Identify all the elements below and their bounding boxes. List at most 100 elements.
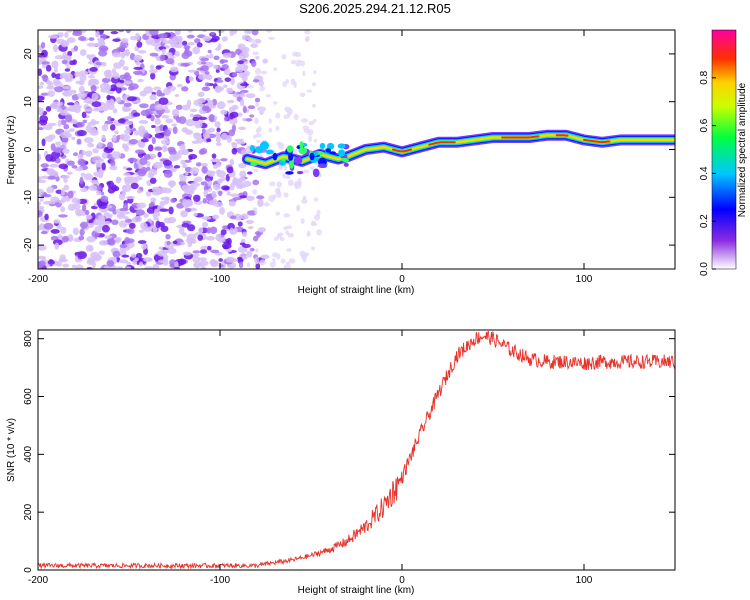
noise-speck <box>38 211 42 216</box>
noise-speck <box>157 250 167 257</box>
noise-speck <box>38 225 43 231</box>
noise-speck <box>208 127 216 133</box>
noise-speck <box>72 227 79 236</box>
noise-speck <box>89 66 98 72</box>
noise-speck <box>149 64 155 70</box>
noise-speck <box>159 54 166 62</box>
noise-speck <box>199 260 209 267</box>
noise-speck <box>78 235 85 241</box>
noise-speck <box>130 253 137 258</box>
noise-speck <box>97 37 105 42</box>
noise-speck <box>154 208 159 215</box>
noise-speck <box>61 139 69 143</box>
noise-speck <box>166 52 173 57</box>
noise-speck <box>240 83 250 87</box>
noise-speck <box>77 153 84 161</box>
frequency-ridge <box>241 129 675 178</box>
noise-speck <box>259 85 266 92</box>
noise-speck <box>209 53 214 59</box>
noise-speck <box>304 252 310 257</box>
noise-speck <box>217 43 222 50</box>
noise-speck <box>168 154 179 162</box>
noise-speck <box>160 196 171 201</box>
noise-speck <box>226 87 234 94</box>
noise-speck <box>206 227 212 234</box>
noise-speck <box>38 85 44 89</box>
noise-speck <box>54 242 60 250</box>
noise-speck <box>273 67 278 72</box>
noise-speckle <box>38 30 322 269</box>
noise-speck <box>174 50 180 57</box>
colorbar-gradient <box>711 29 737 270</box>
noise-speck <box>106 260 115 267</box>
ridge-blob <box>338 149 346 157</box>
noise-speck <box>94 232 101 237</box>
noise-speck <box>59 73 65 80</box>
noise-speck <box>110 31 119 35</box>
noise-speck <box>210 158 220 163</box>
noise-speck <box>181 222 190 228</box>
noise-speck <box>192 46 201 55</box>
noise-speck <box>74 198 81 204</box>
noise-speck <box>150 197 157 203</box>
noise-speck <box>40 163 49 168</box>
noise-speck <box>80 188 89 192</box>
noise-speck <box>76 121 85 128</box>
noise-speck <box>265 30 273 33</box>
noise-speck <box>275 125 280 131</box>
noise-speck <box>252 51 260 56</box>
noise-speck <box>220 229 227 236</box>
noise-speck <box>89 126 97 134</box>
colorbar-tick-label: 0.2 <box>699 214 710 228</box>
noise-speck <box>154 104 165 111</box>
noise-speck <box>166 55 176 60</box>
noise-speck <box>98 250 105 255</box>
snr-panel: -200 -100 0 100 0 200 400 600 800 Height of stra… <box>6 329 676 596</box>
noise-speck <box>299 250 306 257</box>
noise-speck <box>234 66 244 73</box>
noise-speck <box>54 147 63 154</box>
noise-speck <box>316 209 321 216</box>
noise-speck <box>140 109 151 117</box>
noise-speck <box>133 112 141 117</box>
noise-speck <box>169 66 179 73</box>
noise-speck <box>207 49 212 54</box>
ridge-peak <box>391 148 413 153</box>
noise-speck <box>158 33 168 39</box>
noise-speck <box>126 96 137 102</box>
noise-speck <box>301 118 309 123</box>
noise-speck <box>122 80 132 85</box>
noise-speck <box>143 213 149 218</box>
noise-speck <box>108 213 113 218</box>
noise-speck <box>145 30 151 37</box>
noise-speck <box>211 35 220 42</box>
noise-speck <box>177 149 186 155</box>
noise-speck <box>61 235 69 243</box>
noise-speck <box>39 81 45 86</box>
noise-speck <box>99 158 104 163</box>
noise-speck <box>221 36 228 42</box>
noise-speck <box>159 208 169 212</box>
ridge-blob <box>265 149 274 155</box>
noise-speck <box>229 182 235 191</box>
noise-speck <box>311 82 316 87</box>
noise-speck <box>58 101 64 107</box>
ridge-blob <box>299 141 304 150</box>
noise-speck <box>45 64 52 72</box>
noise-speck <box>122 166 128 170</box>
noise-speck <box>310 222 318 226</box>
noise-speck <box>209 260 220 266</box>
noise-speck <box>154 146 163 151</box>
noise-speck <box>283 192 289 198</box>
noise-speck <box>239 98 245 107</box>
x-axis-label: Height of straight line (km) <box>298 585 415 596</box>
noise-speck <box>81 204 87 212</box>
ridge-blob <box>279 159 287 166</box>
noise-speck <box>112 184 118 192</box>
noise-speck <box>42 124 53 131</box>
noise-speck <box>163 129 171 137</box>
noise-speck <box>63 178 68 183</box>
noise-speck <box>130 182 139 190</box>
noise-speck <box>242 105 247 114</box>
noise-speck <box>155 220 161 229</box>
